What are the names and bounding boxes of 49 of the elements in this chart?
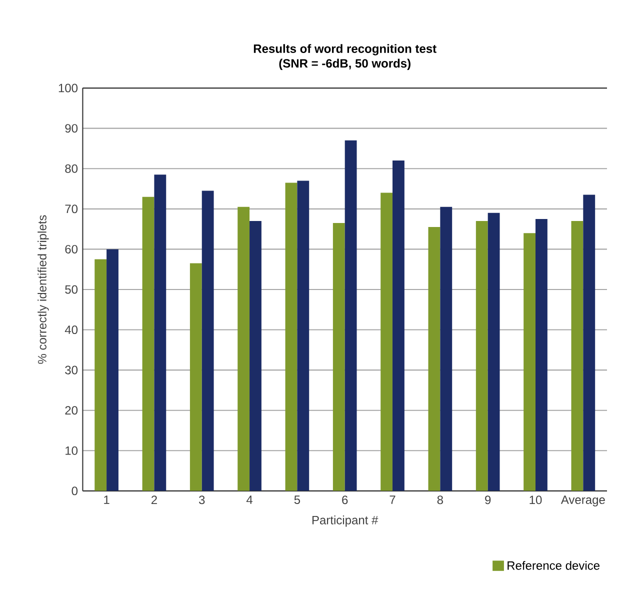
bar: [428, 227, 440, 492]
y-tick-label: 40: [64, 326, 78, 334]
x-tick-label: 4: [246, 496, 253, 504]
x-tick-label: Average: [560, 496, 605, 507]
chart-subtitle: (SNR = -6dB, 50 words): [279, 58, 410, 70]
bar: [106, 249, 118, 492]
y-tick-label: 80: [65, 164, 78, 174]
y-tick-label: 100: [58, 84, 78, 92]
y-tick-label: 0: [72, 486, 78, 496]
x-tick-label: 3: [198, 496, 205, 504]
legend-label: Reference device: [508, 561, 600, 570]
bar: [583, 194, 596, 492]
bar: [142, 196, 154, 492]
y-axis-title: % correctly identified triplets: [38, 215, 49, 364]
bar: [250, 221, 262, 492]
bar: [154, 174, 166, 492]
bar: [238, 207, 250, 492]
x-tick-label: 7: [390, 496, 396, 504]
bar: [344, 140, 357, 492]
x-tick-label: 5: [294, 496, 300, 504]
x-tick-label: 8: [437, 496, 443, 504]
bar: [285, 182, 298, 492]
bar: [536, 219, 548, 492]
bar: [202, 190, 214, 492]
x-tick-label: 10: [530, 496, 542, 504]
x-tick-label: 1: [104, 496, 110, 504]
chart-title: Results of word recognition test: [254, 44, 436, 56]
x-tick-label: 2: [151, 496, 157, 504]
bar: [190, 263, 202, 492]
y-tick-label: 20: [65, 406, 78, 415]
y-tick-label: 60: [65, 245, 78, 254]
bar: [476, 221, 488, 492]
bar: [524, 233, 536, 492]
bar: [488, 213, 500, 492]
bar: [332, 223, 345, 492]
bar: [440, 207, 452, 492]
x-axis-title: Participant #: [312, 516, 378, 527]
y-tick-label: 50: [65, 285, 78, 294]
bar: [94, 259, 107, 492]
bar: [392, 160, 404, 492]
x-tick-label: 9: [485, 496, 491, 504]
y-tick-label: 70: [65, 204, 78, 214]
bar: [571, 221, 584, 492]
y-tick-label: 10: [66, 446, 78, 456]
y-tick-label: 90: [65, 124, 78, 133]
bar: [297, 180, 310, 492]
x-tick-label: 6: [342, 496, 348, 504]
bar: [380, 192, 393, 492]
y-tick-label: 30: [65, 366, 78, 374]
